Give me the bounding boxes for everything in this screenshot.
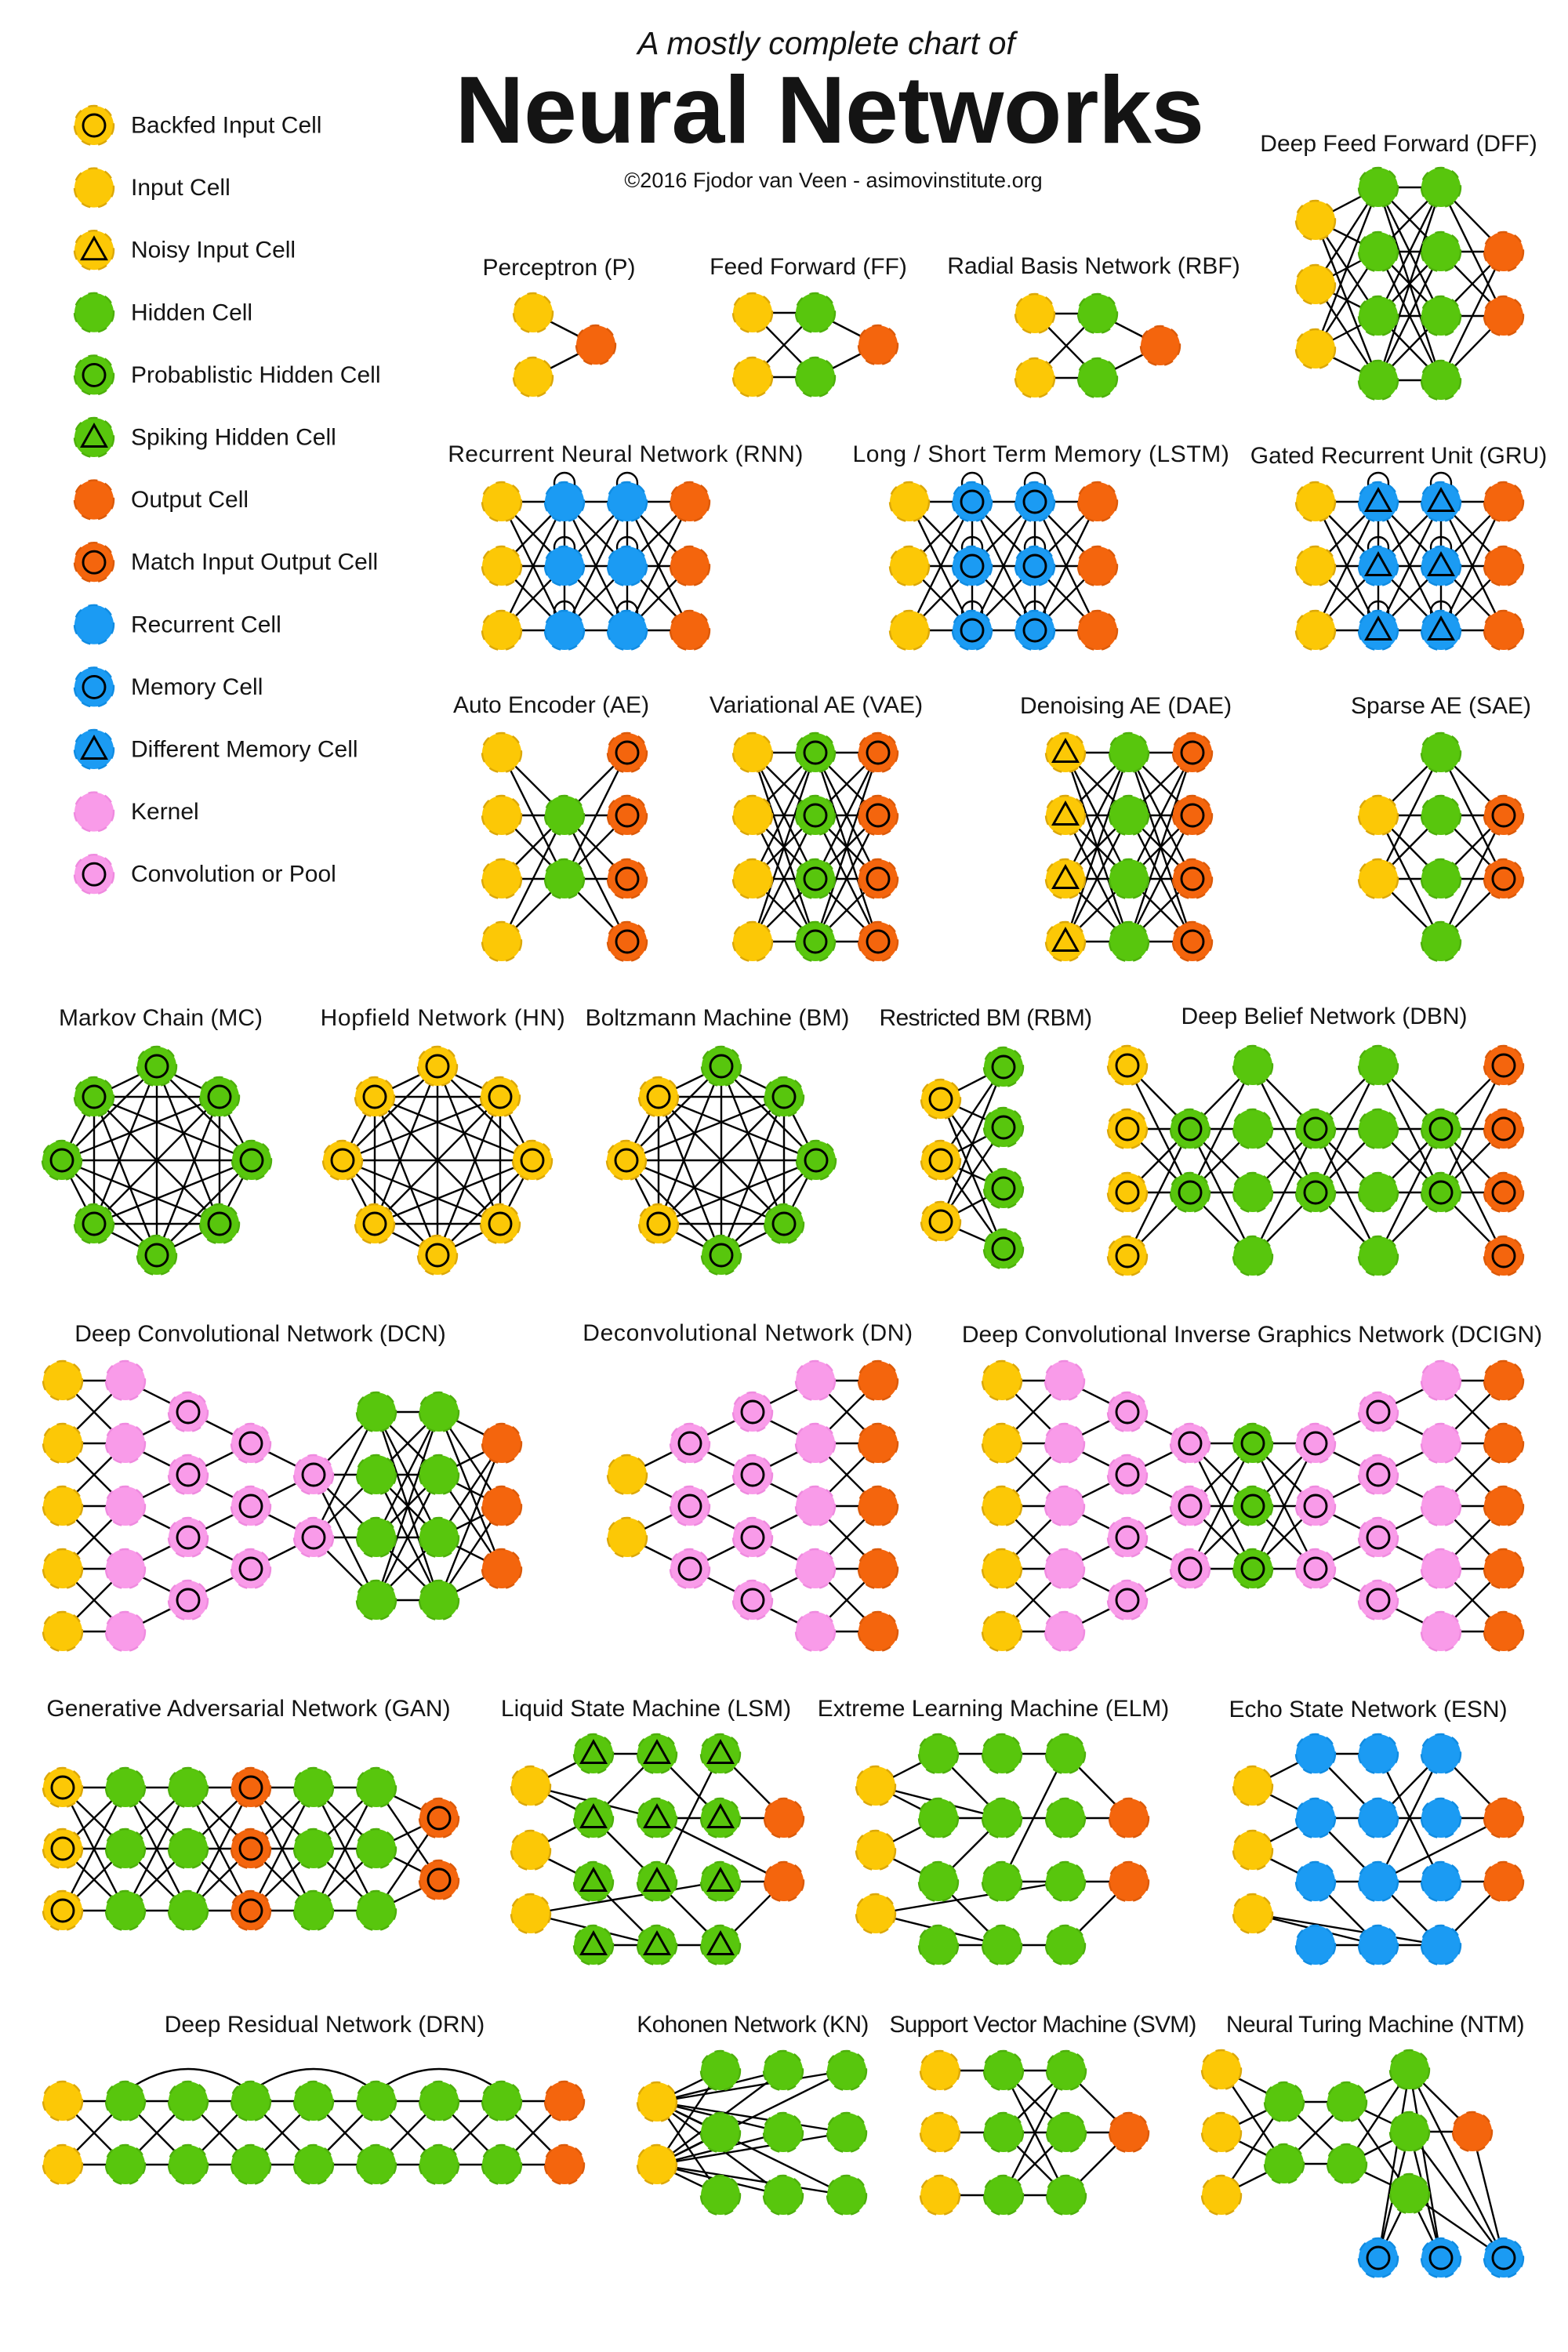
- svg-text:Support Vector Machine (SVM): Support Vector Machine (SVM): [889, 2012, 1196, 2038]
- svg-text:Perceptron (P): Perceptron (P): [482, 255, 635, 281]
- svg-text:Hidden Cell: Hidden Cell: [131, 299, 252, 325]
- svg-text:Markov Chain (MC): Markov Chain (MC): [59, 1005, 263, 1031]
- svg-text:Extreme Learning Machine (ELM): Extreme Learning Machine (ELM): [818, 1696, 1170, 1722]
- svg-text:Denoising AE (DAE): Denoising AE (DAE): [1020, 693, 1232, 719]
- svg-text:Recurrent Cell: Recurrent Cell: [131, 612, 281, 637]
- svg-text:Kohonen Network (KN): Kohonen Network (KN): [637, 2012, 868, 2038]
- svg-text:Neural Turing Machine (NTM): Neural Turing Machine (NTM): [1226, 2012, 1524, 2038]
- svg-text:Feed Forward (FF): Feed Forward (FF): [710, 254, 907, 280]
- svg-text:Long / Short Term Memory (LSTM: Long / Short Term Memory (LSTM): [853, 441, 1230, 467]
- svg-text:Deep Convolutional Network (DC: Deep Convolutional Network (DCN): [74, 1321, 446, 1347]
- svg-text:Neural Networks: Neural Networks: [455, 56, 1203, 163]
- svg-text:A mostly complete chart of: A mostly complete chart of: [635, 25, 1018, 61]
- svg-text:Auto Encoder (AE): Auto Encoder (AE): [453, 692, 649, 718]
- svg-text:Generative Adversarial Network: Generative Adversarial Network (GAN): [46, 1696, 450, 1722]
- svg-text:Hopfield Network (HN): Hopfield Network (HN): [321, 1005, 566, 1031]
- svg-text:Deep Convolutional Inverse Gra: Deep Convolutional Inverse Graphics Netw…: [962, 1322, 1542, 1348]
- svg-text:Different Memory Cell: Different Memory Cell: [131, 737, 358, 763]
- svg-text:©2016 Fjodor van Veen - asimov: ©2016 Fjodor van Veen - asimovinstitute.…: [624, 169, 1042, 192]
- svg-text:Deep Residual Network (DRN): Deep Residual Network (DRN): [165, 2012, 485, 2038]
- svg-text:Memory Cell: Memory Cell: [131, 674, 263, 700]
- svg-text:Deep Feed Forward (DFF): Deep Feed Forward (DFF): [1260, 131, 1537, 157]
- svg-text:Convolution or Pool: Convolution or Pool: [131, 862, 336, 887]
- svg-text:Noisy Input Cell: Noisy Input Cell: [131, 238, 296, 263]
- svg-text:Recurrent Neural Network (RNN): Recurrent Neural Network (RNN): [448, 441, 804, 467]
- svg-text:Radial Basis Network (RBF): Radial Basis Network (RBF): [947, 253, 1240, 279]
- svg-text:Deep Belief Network (DBN): Deep Belief Network (DBN): [1181, 1004, 1467, 1029]
- svg-text:Kernel: Kernel: [131, 799, 199, 825]
- svg-text:Deconvolutional Network (DN): Deconvolutional Network (DN): [583, 1320, 913, 1346]
- svg-text:Match Input Output Cell: Match Input Output Cell: [131, 550, 378, 575]
- svg-text:Restricted BM (RBM): Restricted BM (RBM): [879, 1005, 1091, 1031]
- svg-text:Variational AE (VAE): Variational AE (VAE): [710, 692, 923, 718]
- svg-text:Spiking Hidden Cell: Spiking Hidden Cell: [131, 425, 336, 451]
- svg-text:Echo State Network (ESN): Echo State Network (ESN): [1229, 1697, 1507, 1722]
- svg-text:Boltzmann Machine (BM): Boltzmann Machine (BM): [586, 1005, 850, 1031]
- svg-text:Liquid State Machine (LSM): Liquid State Machine (LSM): [501, 1696, 791, 1722]
- svg-text:Output Cell: Output Cell: [131, 487, 249, 513]
- svg-text:Backfed Input Cell: Backfed Input Cell: [131, 113, 321, 139]
- svg-text:Input Cell: Input Cell: [131, 175, 230, 201]
- svg-text:Gated Recurrent Unit (GRU): Gated Recurrent Unit (GRU): [1250, 443, 1547, 469]
- svg-text:Sparse AE (SAE): Sparse AE (SAE): [1351, 693, 1531, 719]
- svg-text:Probablistic Hidden Cell: Probablistic Hidden Cell: [131, 362, 381, 388]
